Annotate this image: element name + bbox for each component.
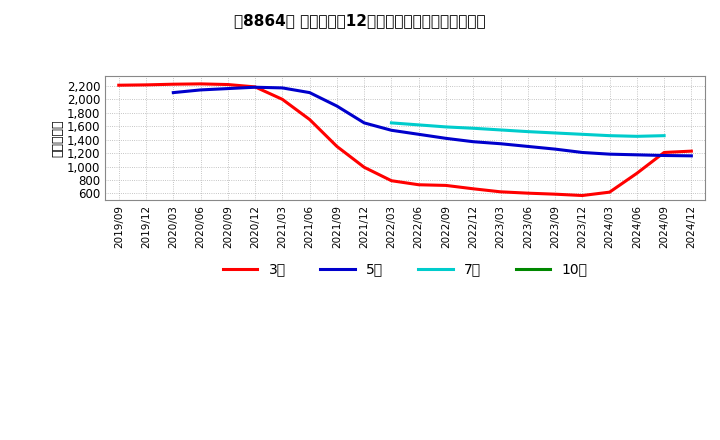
5年 [496,141,505,147]
5年 [223,86,232,91]
5年 [333,103,341,109]
3年 [496,189,505,194]
5年 [578,150,587,155]
Text: ［8864］ 当期純利益12か月移動合計の平均値の推移: ［8864］ 当期純利益12か月移動合計の平均値の推移 [234,13,486,28]
3年 [223,82,232,87]
5年 [305,90,314,95]
5年 [360,120,369,125]
5年 [632,152,641,158]
7年 [415,122,423,128]
7年 [551,130,559,136]
7年 [660,133,668,138]
3年 [387,178,396,183]
5年 [469,139,477,144]
7年 [606,133,614,138]
Line: 3年: 3年 [119,84,691,195]
7年 [387,120,396,125]
3年 [305,117,314,122]
3年 [142,82,150,88]
3年 [114,83,123,88]
3年 [278,97,287,102]
5年 [278,85,287,91]
3年 [632,171,641,176]
3年 [687,148,696,154]
7年 [523,129,532,134]
Line: 5年: 5年 [174,87,691,156]
3年 [660,150,668,155]
5年 [251,84,259,90]
5年 [169,90,178,95]
5年 [660,153,668,158]
5年 [415,132,423,137]
7年 [632,134,641,139]
3年 [197,81,205,87]
5年 [197,87,205,92]
7年 [441,124,450,129]
5年 [523,144,532,149]
Line: 7年: 7年 [392,123,664,136]
Y-axis label: （百万円）: （百万円） [51,119,64,157]
3年 [441,183,450,188]
5年 [441,136,450,141]
5年 [387,128,396,133]
7年 [469,126,477,131]
3年 [469,186,477,191]
3年 [169,81,178,87]
3年 [606,190,614,195]
7年 [578,132,587,137]
3年 [333,144,341,149]
3年 [251,84,259,89]
5年 [687,153,696,158]
3年 [360,165,369,170]
3年 [551,191,559,197]
Legend: 3年, 5年, 7年, 10年: 3年, 5年, 7年, 10年 [217,257,593,282]
3年 [415,182,423,187]
5年 [551,147,559,152]
3年 [578,193,587,198]
3年 [523,191,532,196]
5年 [606,151,614,157]
7年 [496,127,505,132]
